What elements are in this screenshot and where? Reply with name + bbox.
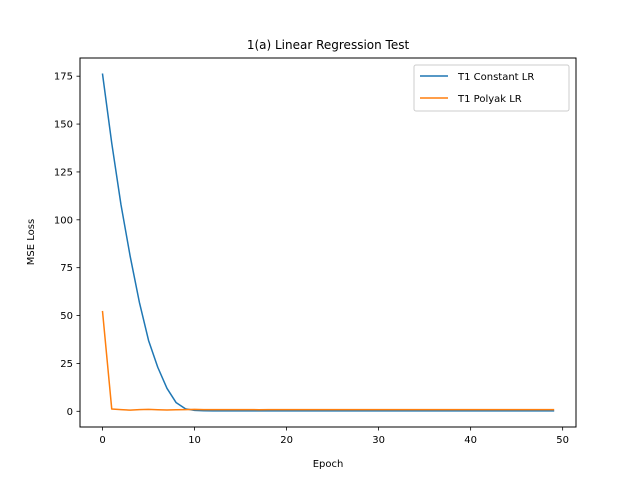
legend-label-constant-lr: T1 Constant LR [457, 72, 534, 83]
y-tick-label: 25 [60, 359, 73, 370]
x-tick-label: 0 [99, 435, 105, 446]
y-tick-label: 125 [54, 167, 73, 178]
legend: T1 Constant LR T1 Polyak LR [413, 64, 570, 112]
x-axis-ticks: 0 10 20 30 40 50 [99, 427, 569, 446]
y-tick-label: 75 [60, 263, 73, 274]
x-tick-label: 50 [556, 435, 569, 446]
y-tick-label: 100 [54, 215, 73, 226]
axes-frame [79, 57, 577, 428]
chart-title: 1(a) Linear Regression Test [247, 38, 410, 52]
series-layer [101, 73, 555, 412]
y-axis-label: MSE Loss [26, 219, 37, 265]
y-tick-label: 175 [54, 72, 73, 83]
series-line-1 [101, 310, 555, 411]
legend-box [413, 64, 570, 112]
x-axis-label: Epoch [313, 459, 344, 470]
series-line-0 [101, 73, 555, 412]
legend-label-polyak-lr: T1 Polyak LR [457, 94, 522, 105]
y-axis-ticks: 0 25 50 75 100 125 150 175 [54, 72, 80, 418]
plot-area: 0 10 20 30 40 50 0 25 50 75 100 125 150 175 [54, 57, 577, 446]
y-tick-label: 150 [54, 120, 73, 131]
x-tick-label: 20 [280, 435, 293, 446]
x-tick-label: 40 [464, 435, 477, 446]
x-tick-label: 10 [188, 435, 201, 446]
y-tick-label: 0 [67, 407, 73, 418]
x-tick-label: 30 [372, 435, 385, 446]
y-tick-label: 50 [60, 311, 73, 322]
